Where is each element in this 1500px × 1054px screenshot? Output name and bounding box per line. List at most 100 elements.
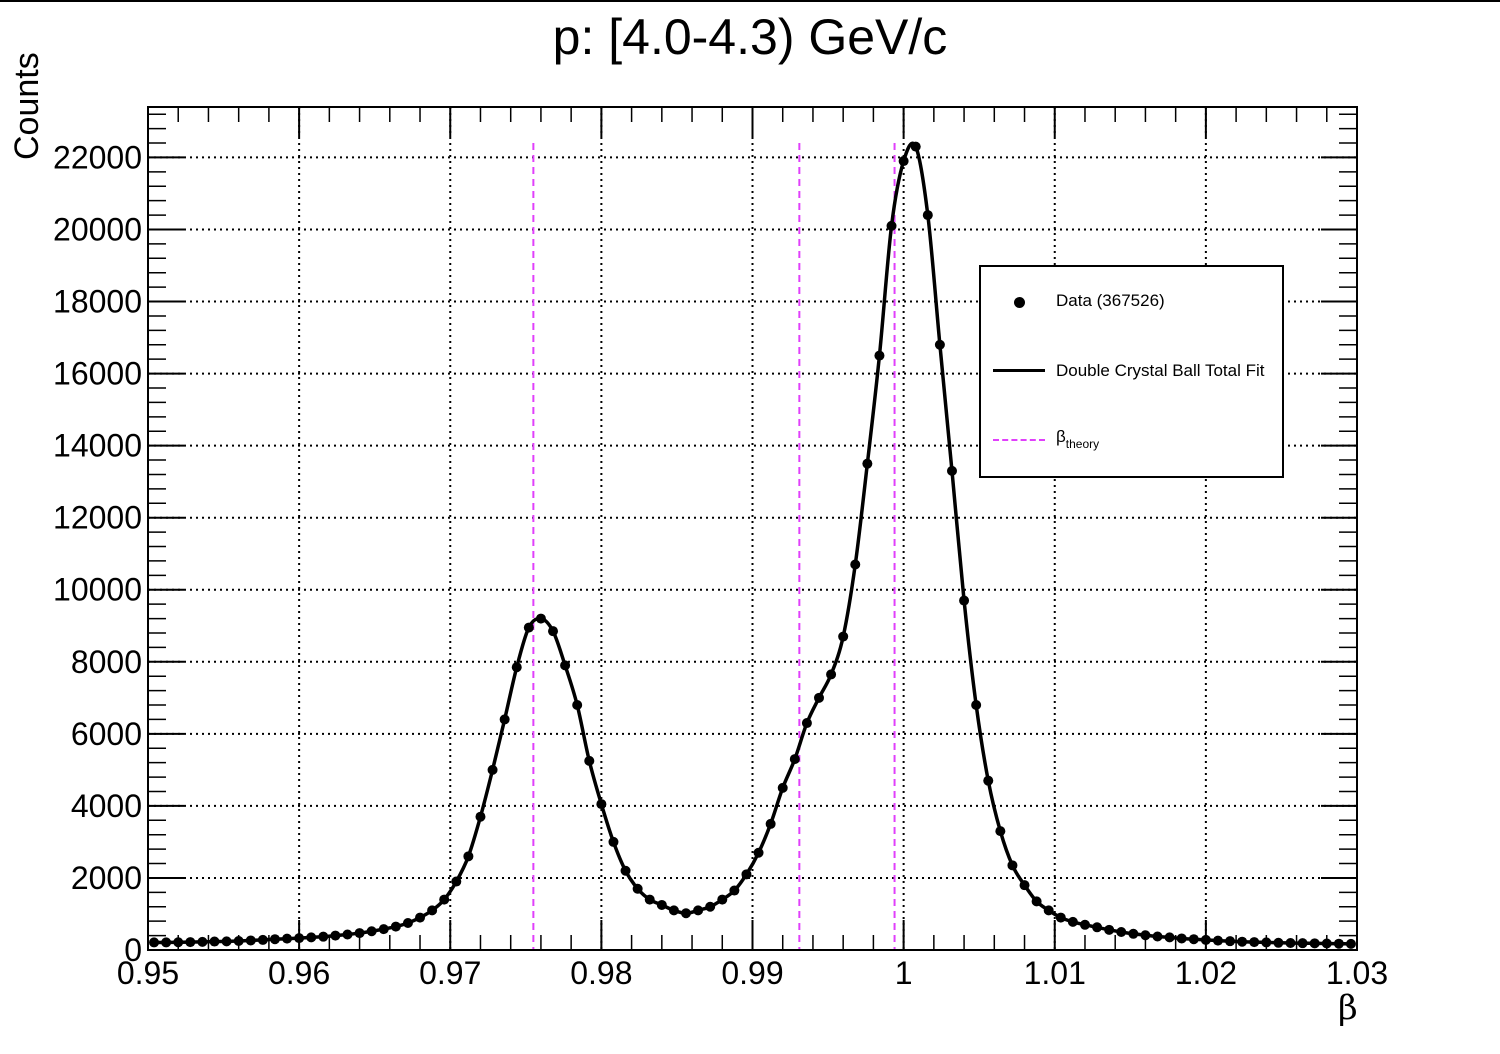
data-point: [1116, 926, 1127, 937]
x-tick-label: 0.97: [419, 955, 481, 991]
data-point: [1128, 928, 1139, 939]
data-point: [596, 799, 607, 810]
data-point: [354, 928, 365, 939]
data-point: [1249, 937, 1260, 948]
data-point: [656, 899, 667, 910]
x-tick-labels: 0.95 0.96 0.97 0.98 0.99 1 1.01 1.02 1.03: [117, 955, 1388, 991]
data-point: [1043, 905, 1054, 916]
data-point: [838, 631, 849, 642]
legend: Data (367526) Double Crystal Ball Total …: [979, 265, 1284, 478]
x-axis-label: β: [1338, 988, 1358, 1028]
data-point: [499, 714, 510, 725]
data-point: [535, 613, 546, 624]
data-point: [245, 935, 256, 946]
data-point: [475, 811, 486, 822]
data-point: [1152, 931, 1163, 942]
legend-data-marker: [1014, 297, 1025, 308]
data-point: [342, 929, 353, 940]
data-point: [366, 926, 377, 937]
x-tick-label: 0.95: [117, 955, 179, 991]
data-point: [1092, 922, 1103, 933]
data-point: [221, 936, 232, 947]
data-point: [874, 350, 885, 361]
data-point: [487, 764, 498, 775]
data-point: [1067, 916, 1078, 927]
data-point: [741, 869, 752, 880]
data-point: [282, 933, 293, 944]
data-point: [306, 932, 317, 943]
legend-theory-marker: [993, 439, 1045, 441]
data-point: [644, 894, 655, 905]
data-point: [971, 700, 982, 711]
y-tick-label: 4000: [71, 788, 142, 824]
data-point: [1079, 919, 1090, 930]
data-point: [378, 924, 389, 935]
x-tick-label: 0.99: [721, 955, 783, 991]
data-point: [390, 921, 401, 932]
data-point: [910, 141, 921, 152]
x-tick-label: 1.03: [1326, 955, 1388, 991]
legend-fit-marker: [993, 369, 1045, 372]
data-point: [789, 754, 800, 765]
data-point: [826, 669, 837, 680]
data-point: [1237, 936, 1248, 947]
y-tick-label: 16000: [53, 356, 142, 392]
data-point: [983, 775, 994, 786]
y-tick-labels: 0 2000 4000 6000 8000 10000 12000 14000 16000 180…: [53, 139, 142, 968]
data-point: [681, 908, 692, 919]
data-point: [463, 851, 474, 862]
data-point: [1031, 896, 1042, 907]
y-tick-label: 6000: [71, 716, 142, 752]
y-tick-label: 0: [124, 932, 142, 968]
data-point: [1225, 936, 1236, 947]
data-point: [572, 700, 583, 711]
data-point: [801, 718, 812, 729]
data-point: [511, 662, 522, 673]
legend-data-label: Data (367526): [1056, 291, 1165, 310]
y-tick-label: 8000: [71, 644, 142, 680]
data-point: [813, 692, 824, 703]
data-point: [1345, 938, 1356, 949]
data-point: [269, 934, 280, 945]
data-point: [523, 622, 534, 633]
data-point: [1007, 860, 1018, 871]
data-point: [765, 818, 776, 829]
data-point: [1212, 935, 1223, 946]
data-point: [1333, 938, 1344, 949]
data-point: [934, 339, 945, 350]
y-tick-label: 18000: [53, 284, 142, 320]
grid-lines: [148, 107, 1357, 950]
data-point: [946, 465, 957, 476]
y-tick-label: 14000: [53, 428, 142, 464]
data-point: [1019, 880, 1030, 891]
data-point: [402, 917, 413, 928]
data-point: [705, 901, 716, 912]
x-tick-label: 0.98: [570, 955, 632, 991]
data-point: [862, 458, 873, 469]
data-point: [729, 885, 740, 896]
data-point: [451, 876, 462, 887]
x-tick-label: 0.96: [268, 955, 330, 991]
y-tick-label: 12000: [53, 500, 142, 536]
data-point: [1297, 938, 1308, 949]
data-point: [548, 626, 559, 637]
legend-theory-label: βtheory: [1056, 427, 1099, 451]
data-point: [1176, 933, 1187, 944]
data-point: [777, 782, 788, 793]
top-border: [0, 0, 1500, 2]
data-point: [197, 936, 208, 947]
data-point: [439, 894, 450, 905]
legend-theory-beta: β: [1056, 427, 1066, 446]
y-tick-label: 10000: [53, 572, 142, 608]
data-point: [330, 930, 341, 941]
data-point: [886, 220, 897, 231]
data-point: [584, 755, 595, 766]
legend-theory-sub: theory: [1065, 437, 1100, 451]
data-point: [185, 937, 196, 948]
data-point: [1055, 912, 1066, 923]
data-point: [753, 847, 764, 858]
y-tick-label: 20000: [53, 211, 142, 247]
x-tick-label: 1: [895, 955, 913, 991]
data-point: [318, 931, 329, 942]
